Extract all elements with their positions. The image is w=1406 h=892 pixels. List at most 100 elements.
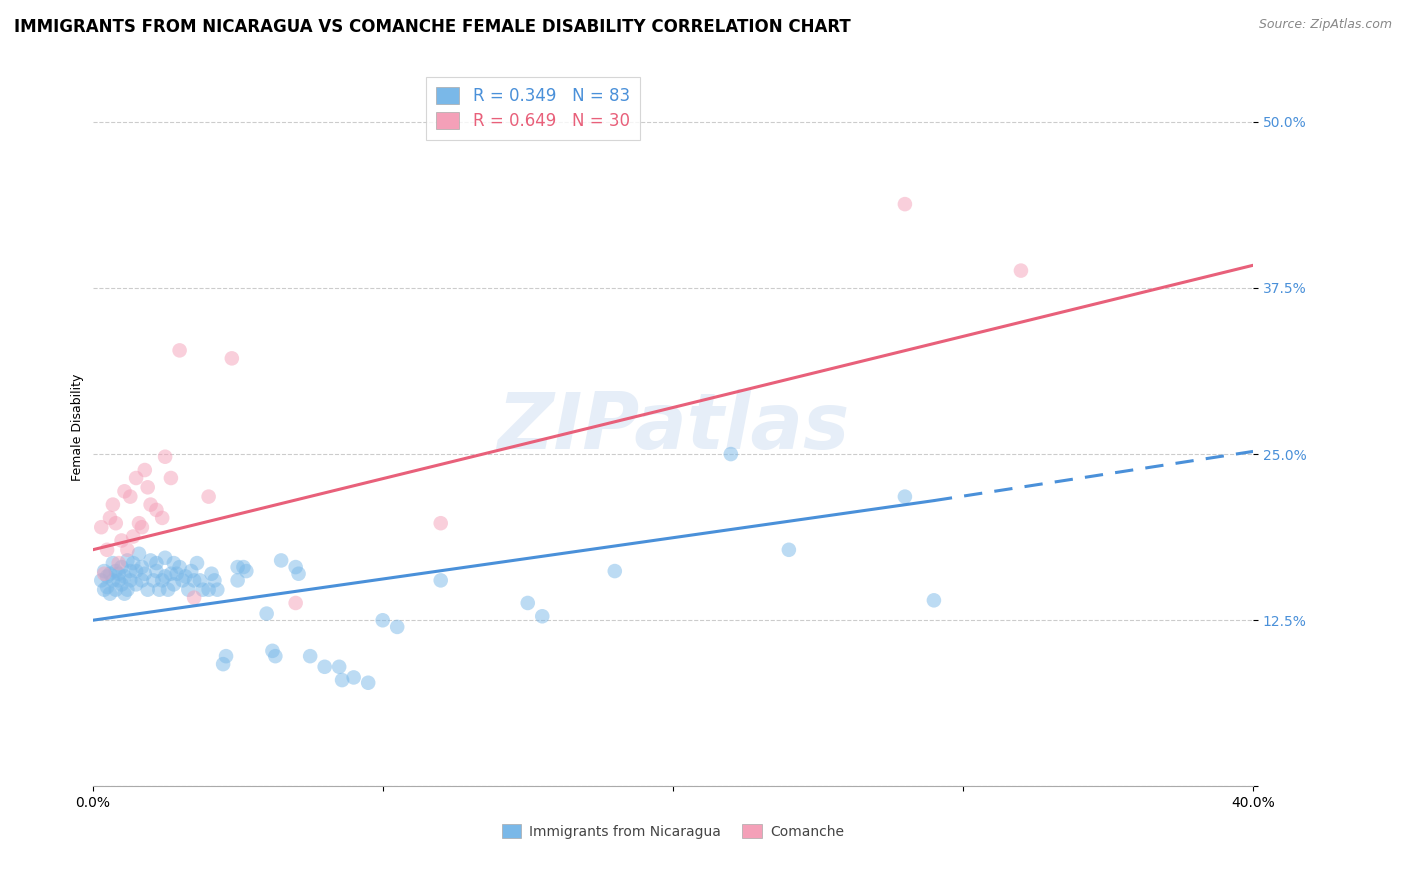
Point bbox=[131, 574, 153, 588]
Point bbox=[188, 574, 211, 588]
Point bbox=[153, 550, 176, 565]
Point bbox=[226, 560, 249, 574]
Point bbox=[101, 574, 124, 588]
Point bbox=[139, 553, 162, 567]
Point bbox=[107, 556, 129, 570]
Point bbox=[371, 613, 394, 627]
Point bbox=[778, 542, 800, 557]
Point bbox=[125, 564, 148, 578]
Point bbox=[104, 582, 127, 597]
Point bbox=[114, 587, 136, 601]
Point bbox=[117, 582, 139, 597]
Point bbox=[163, 577, 186, 591]
Point bbox=[117, 553, 139, 567]
Point bbox=[197, 490, 219, 504]
Point bbox=[166, 566, 188, 581]
Y-axis label: Female Disability: Female Disability bbox=[72, 374, 84, 481]
Point bbox=[183, 574, 205, 588]
Point bbox=[262, 644, 284, 658]
Point bbox=[328, 660, 350, 674]
Point bbox=[98, 511, 121, 525]
Point bbox=[148, 582, 170, 597]
Point bbox=[256, 607, 278, 621]
Point bbox=[120, 574, 142, 588]
Point bbox=[150, 511, 173, 525]
Point bbox=[134, 566, 156, 581]
Point bbox=[128, 516, 150, 531]
Point bbox=[107, 566, 129, 581]
Point bbox=[101, 498, 124, 512]
Point bbox=[134, 463, 156, 477]
Point bbox=[197, 582, 219, 597]
Point bbox=[128, 547, 150, 561]
Point bbox=[215, 649, 238, 664]
Point bbox=[172, 574, 194, 588]
Point bbox=[153, 450, 176, 464]
Point bbox=[114, 569, 136, 583]
Point bbox=[120, 490, 142, 504]
Point bbox=[96, 580, 118, 594]
Point bbox=[90, 574, 112, 588]
Point bbox=[531, 609, 554, 624]
Point bbox=[232, 560, 254, 574]
Point bbox=[120, 564, 142, 578]
Point bbox=[96, 569, 118, 583]
Point bbox=[922, 593, 945, 607]
Point bbox=[180, 564, 202, 578]
Point bbox=[110, 533, 132, 548]
Point bbox=[125, 577, 148, 591]
Point bbox=[114, 484, 136, 499]
Point bbox=[90, 520, 112, 534]
Point bbox=[287, 566, 309, 581]
Point bbox=[110, 577, 132, 591]
Point bbox=[894, 490, 917, 504]
Point bbox=[207, 582, 229, 597]
Point bbox=[299, 649, 322, 664]
Point bbox=[1010, 263, 1032, 277]
Point bbox=[314, 660, 336, 674]
Point bbox=[122, 556, 145, 570]
Point bbox=[96, 542, 118, 557]
Point bbox=[186, 556, 208, 570]
Point bbox=[284, 560, 307, 574]
Point bbox=[429, 574, 451, 588]
Point bbox=[200, 566, 222, 581]
Point bbox=[107, 574, 129, 588]
Point bbox=[145, 564, 167, 578]
Text: ZIPatlas: ZIPatlas bbox=[496, 390, 849, 466]
Point bbox=[204, 574, 226, 588]
Point bbox=[174, 569, 197, 583]
Point bbox=[264, 649, 287, 664]
Point bbox=[191, 582, 214, 597]
Point bbox=[429, 516, 451, 531]
Point bbox=[894, 197, 917, 211]
Point bbox=[160, 566, 183, 581]
Text: IMMIGRANTS FROM NICARAGUA VS COMANCHE FEMALE DISABILITY CORRELATION CHART: IMMIGRANTS FROM NICARAGUA VS COMANCHE FE… bbox=[14, 18, 851, 36]
Point bbox=[110, 560, 132, 574]
Point bbox=[136, 480, 159, 494]
Point bbox=[93, 564, 115, 578]
Text: Source: ZipAtlas.com: Source: ZipAtlas.com bbox=[1258, 18, 1392, 31]
Point bbox=[136, 582, 159, 597]
Point bbox=[122, 529, 145, 543]
Point bbox=[169, 560, 191, 574]
Point bbox=[104, 516, 127, 531]
Point bbox=[603, 564, 626, 578]
Point bbox=[387, 620, 409, 634]
Legend: Immigrants from Nicaragua, Comanche: Immigrants from Nicaragua, Comanche bbox=[496, 818, 849, 844]
Point bbox=[145, 503, 167, 517]
Point bbox=[98, 587, 121, 601]
Point bbox=[93, 566, 115, 581]
Point bbox=[131, 560, 153, 574]
Point bbox=[160, 471, 183, 485]
Point bbox=[93, 582, 115, 597]
Point bbox=[163, 556, 186, 570]
Point bbox=[125, 471, 148, 485]
Point bbox=[104, 564, 127, 578]
Point bbox=[169, 343, 191, 358]
Point bbox=[177, 582, 200, 597]
Point bbox=[226, 574, 249, 588]
Point bbox=[101, 556, 124, 570]
Point bbox=[117, 542, 139, 557]
Point bbox=[284, 596, 307, 610]
